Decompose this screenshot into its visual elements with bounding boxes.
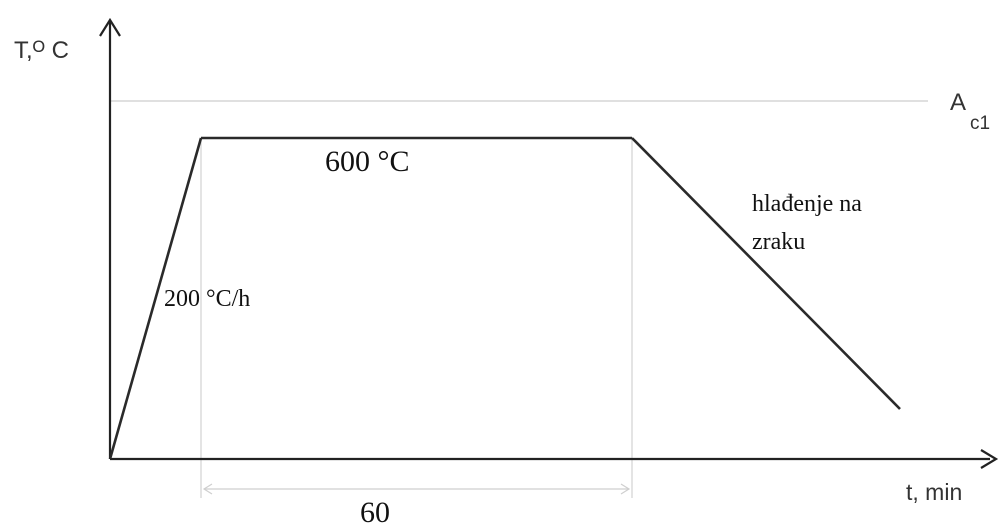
cooling-label-line1: hlađenje na [752, 191, 862, 217]
hold-temperature-label: 600 °C [325, 145, 410, 178]
y-axis-label: T,ᴼ C [14, 37, 69, 64]
x-axis-label: t, min [906, 479, 962, 505]
ac1-label-subscript: c1 [970, 113, 990, 134]
cooling-segment [631, 137, 901, 410]
duration-arrow-right-icon [620, 483, 631, 495]
heating-ramp-segment [108, 137, 203, 460]
heating-rate-label: 200 °C/h [164, 286, 250, 312]
y-axis-arrow-icon [99, 17, 121, 37]
cooling-label-line2: zraku [752, 229, 805, 255]
x-axis-arrow-icon [980, 449, 999, 469]
ac1-label: A [950, 89, 966, 116]
duration-arrow-left-icon [202, 483, 213, 495]
ac1-label-main: A [950, 89, 966, 116]
hold-duration-label: 60 [360, 496, 390, 527]
